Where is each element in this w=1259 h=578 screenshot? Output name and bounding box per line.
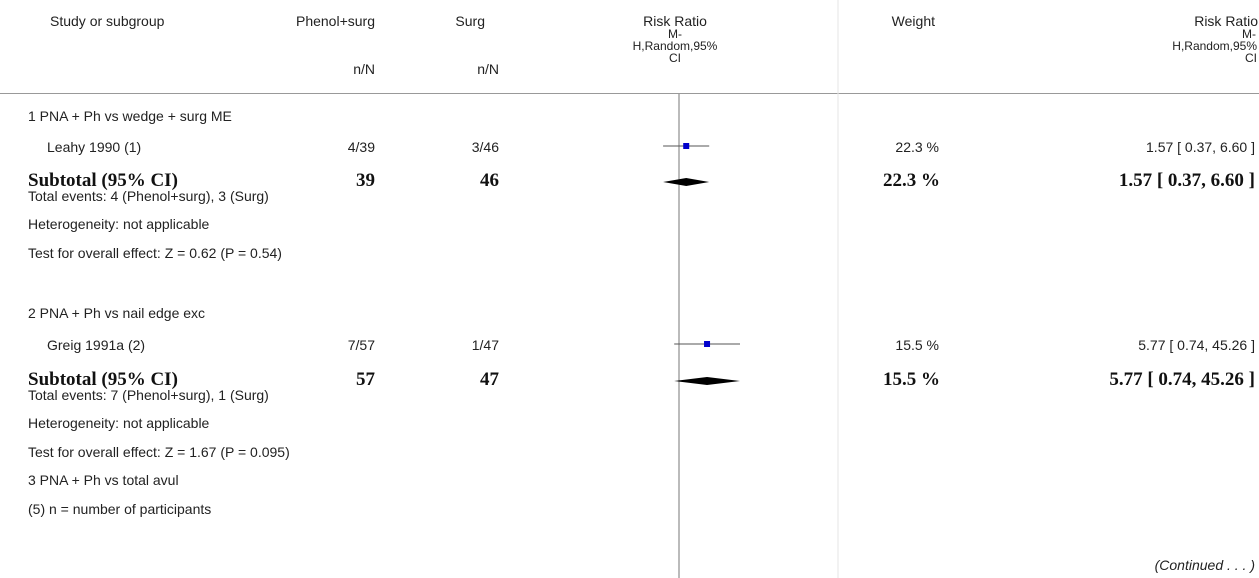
subtotal-total-control: 47 <box>480 369 499 390</box>
header-rr2-title: Risk Ratio <box>1194 13 1258 29</box>
subgroup-label: 2 PNA + Ph vs nail edge exc <box>28 305 206 321</box>
study-risk-ratio: 1.57 [ 0.37, 6.60 ] <box>1146 139 1255 155</box>
subtotal-weight: 22.3 % <box>883 170 940 191</box>
study-name: Leahy 1990 (1) <box>47 139 142 155</box>
subtotal-risk-ratio: 5.77 [ 0.74, 45.26 ] <box>1109 369 1255 390</box>
header-rr2-m: M- <box>1242 27 1256 41</box>
subtotal-risk-ratio: 1.57 [ 0.37, 6.60 ] <box>1118 170 1255 191</box>
header-rr2-ci: CI <box>1245 51 1257 65</box>
study-events-control: 1/47 <box>471 337 499 353</box>
subtotal-diamond <box>674 377 740 385</box>
header-rr-m: M- <box>668 27 682 41</box>
study-weight: 15.5 % <box>895 337 939 353</box>
header-divider <box>0 93 1259 94</box>
subtotal-label: Subtotal (95% CI) <box>28 369 178 390</box>
header-rr-title: Risk Ratio <box>643 13 707 29</box>
subtotal-total-treatment: 39 <box>356 170 375 191</box>
subtotal-total-control: 46 <box>480 170 499 191</box>
subtotal-total-treatment: 57 <box>356 369 375 390</box>
header-weight: Weight <box>891 13 935 29</box>
subgroup-label: 1 PNA + Ph vs wedge + surg ME <box>28 108 232 124</box>
header-rr2-method: H,Random,95% <box>1172 39 1257 53</box>
header-nn1: n/N <box>353 61 375 77</box>
header-group1: Phenol+surg <box>295 13 375 29</box>
study-name: Greig 1991a (2) <box>47 337 146 353</box>
header-group2: Surg <box>455 13 485 29</box>
study-weight: 22.3 % <box>895 139 939 155</box>
heterogeneity: Heterogeneity: not applicable <box>28 415 210 431</box>
header-study: Study or subgroup <box>50 13 165 29</box>
header-nn2: n/N <box>477 61 499 77</box>
continued-note: (Continued . . . ) <box>1154 557 1255 573</box>
study-risk-ratio: 5.77 [ 0.74, 45.26 ] <box>1138 337 1255 353</box>
heterogeneity: Heterogeneity: not applicable <box>28 216 210 232</box>
header-rr-method: H,Random,95% <box>632 39 718 53</box>
header-rr-ci: CI <box>669 51 681 65</box>
study-point-estimate <box>704 341 711 347</box>
subgroup-label: 3 PNA + Ph vs total avul <box>28 472 179 488</box>
subtotal-label: Subtotal (95% CI) <box>28 170 178 191</box>
overall-effect-test: Test for overall effect: Z = 1.67 (P = 0… <box>28 444 290 460</box>
study-events-treatment: 7/57 <box>347 337 375 353</box>
footnote: (5) n = number of participants <box>28 501 212 517</box>
study-point-estimate <box>683 143 690 149</box>
subtotal-weight: 15.5 % <box>883 369 940 390</box>
study-events-control: 3/46 <box>471 139 499 155</box>
study-events-treatment: 4/39 <box>347 139 375 155</box>
total-events: Total events: 4 (Phenol+surg), 3 (Surg) <box>28 188 269 204</box>
subtotal-diamond <box>663 178 710 186</box>
overall-effect-test: Test for overall effect: Z = 0.62 (P = 0… <box>28 245 282 261</box>
total-events: Total events: 7 (Phenol+surg), 1 (Surg) <box>28 387 269 403</box>
